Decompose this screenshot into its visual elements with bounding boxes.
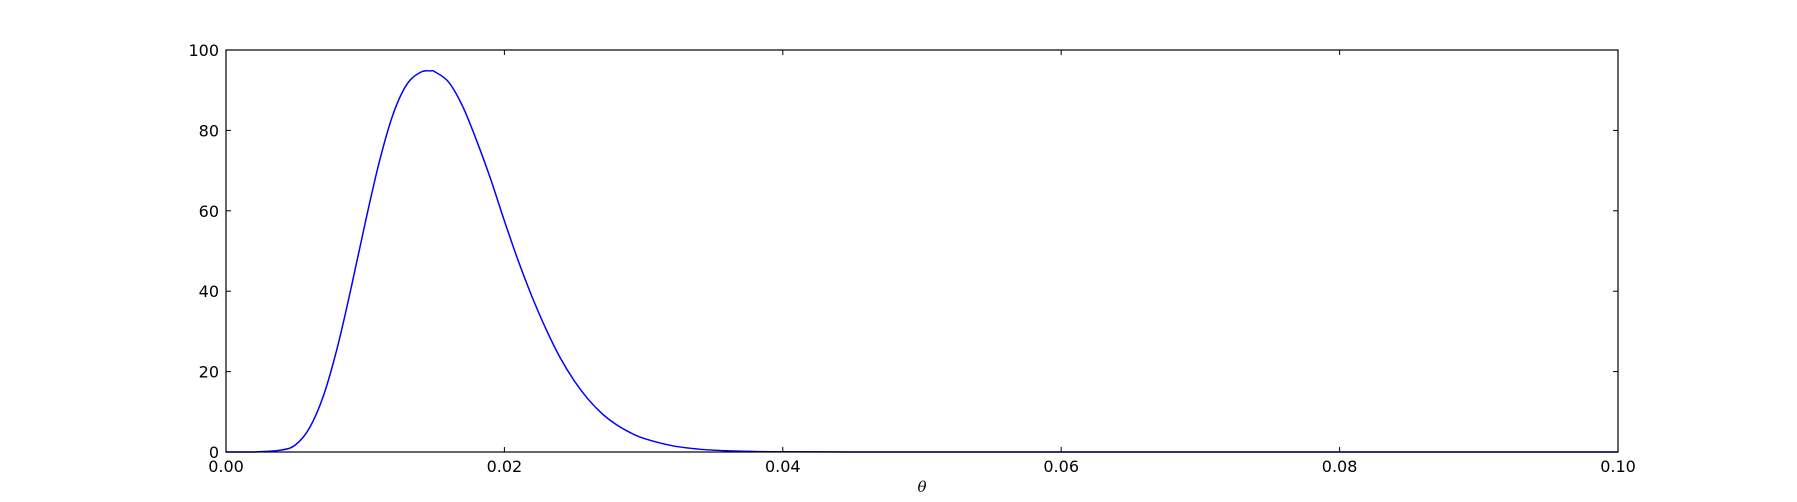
x-tick-label: 0.10 bbox=[1600, 457, 1636, 476]
x-tick-label: 0.06 bbox=[1043, 457, 1079, 476]
axis-ticks bbox=[225, 49, 1619, 453]
x-tick-label: 0.08 bbox=[1322, 457, 1358, 476]
y-tick-label: 80 bbox=[199, 121, 219, 140]
axes-frame bbox=[225, 49, 1619, 453]
y-tick-label: 0 bbox=[209, 443, 219, 462]
y-tick-label: 20 bbox=[199, 363, 219, 382]
x-tick-label: 0.02 bbox=[487, 457, 523, 476]
x-axis-label: θ bbox=[917, 478, 926, 496]
y-tick-label: 100 bbox=[188, 41, 219, 60]
plot-area bbox=[225, 49, 1619, 453]
x-tick-label: 0.00 bbox=[208, 457, 244, 476]
y-tick-label: 40 bbox=[199, 282, 219, 301]
y-tick-label: 60 bbox=[199, 202, 219, 221]
x-tick-label: 0.04 bbox=[765, 457, 801, 476]
tick-labels: 0.00 0.02 0.04 0.06 0.08 0.10 0 20 40 60 80 100 bbox=[188, 41, 1635, 476]
